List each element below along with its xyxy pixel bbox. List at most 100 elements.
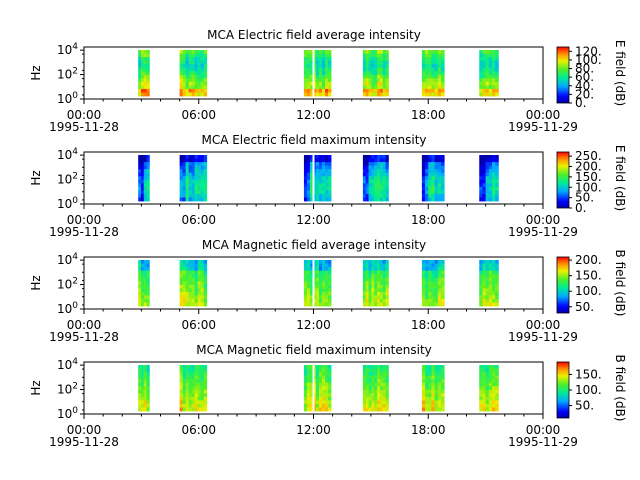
spectrogram-panel-1: MCA Electric field average intensity Hz 10… xyxy=(29,28,627,134)
x-tick-label: 18:00 xyxy=(411,318,446,332)
colorbar-label: B field (dB) xyxy=(613,355,627,422)
x-date-start: 1995-11-28 xyxy=(49,330,119,344)
spectrogram-block xyxy=(362,260,389,307)
colorbar-tick-label: 150. xyxy=(575,367,602,381)
spectrogram-block xyxy=(138,260,150,307)
spectrogram-block xyxy=(421,50,445,97)
colorbar-tick-label: 200. xyxy=(575,253,602,267)
spectrogram-block xyxy=(421,155,445,202)
spectrogram-block xyxy=(303,155,332,202)
x-tick-label: 12:00 xyxy=(296,423,331,437)
y-tick-label: 102 xyxy=(57,67,78,82)
x-tick-label: 00:00 xyxy=(67,108,102,122)
y-tick-label: 100 xyxy=(57,91,78,106)
x-tick-label: 06:00 xyxy=(181,213,216,227)
colorbar-label: E field (dB) xyxy=(613,40,627,106)
y-axis-label: Hz xyxy=(29,170,43,185)
x-tick-label: 00:00 xyxy=(526,318,561,332)
spectrogram-block xyxy=(138,155,150,202)
spectrogram-block xyxy=(138,50,150,97)
y-tick-label: 104 xyxy=(57,357,78,372)
x-tick-label: 18:00 xyxy=(411,213,446,227)
colorbar-tick-label: 200. xyxy=(575,160,602,174)
y-tick-label: 104 xyxy=(57,42,78,57)
x-tick-label: 00:00 xyxy=(67,318,102,332)
panel-title: MCA Electric field maximum intensity xyxy=(201,133,426,147)
x-tick-label: 06:00 xyxy=(181,108,216,122)
y-tick-label: 100 xyxy=(57,196,78,211)
panel-title: MCA Magnetic field average intensity xyxy=(202,238,426,252)
colorbar-tick-label: 100. xyxy=(575,383,602,397)
colorbar-tick-label: 100. xyxy=(575,53,602,67)
colorbar-tick-label: 80. xyxy=(575,62,594,76)
x-date-end: 1995-11-29 xyxy=(508,225,578,239)
x-date-end: 1995-11-29 xyxy=(508,330,578,344)
colorbar: 150. 100. 50. B field (dB) xyxy=(556,355,627,422)
spectrogram-block xyxy=(303,260,332,307)
y-tick-label: 104 xyxy=(57,252,78,267)
colorbar-tick-label: 150. xyxy=(575,269,602,283)
x-tick-label: 12:00 xyxy=(296,213,331,227)
spectrogram-block xyxy=(421,260,445,307)
spectrogram-panel-2: MCA Electric field maximum intensity Hz 10… xyxy=(29,133,627,239)
colorbar-tick-label: 100. xyxy=(575,180,602,194)
colorbar-label: E field (dB) xyxy=(613,145,627,211)
x-tick-label: 00:00 xyxy=(526,213,561,227)
colorbar-tick-label: 20. xyxy=(575,87,594,101)
y-tick-label: 102 xyxy=(57,382,78,397)
x-tick-label: 00:00 xyxy=(526,108,561,122)
spectrogram-block xyxy=(179,155,208,202)
spectrogram-block xyxy=(179,365,208,412)
x-tick-label: 00:00 xyxy=(526,423,561,437)
panel-title: MCA Magnetic field maximum intensity xyxy=(196,343,432,357)
spectrogram-panel-4: MCA Magnetic field maximum intensity Hz 10… xyxy=(29,343,627,449)
y-tick-label: 100 xyxy=(57,301,78,316)
x-date-start: 1995-11-28 xyxy=(49,225,119,239)
colorbar-tick-label: 100. xyxy=(575,284,602,298)
x-tick-label: 00:00 xyxy=(67,423,102,437)
x-tick-label: 00:00 xyxy=(67,213,102,227)
colorbar-tick-label: 120. xyxy=(575,44,602,58)
panel-title: MCA Electric field average intensity xyxy=(207,28,421,42)
colorbar: 120.100.80.60.40.20.0. E field (dB) xyxy=(556,40,627,110)
y-axis-label: Hz xyxy=(29,380,43,395)
x-tick-label: 18:00 xyxy=(411,108,446,122)
colorbar-tick-label: 150. xyxy=(575,170,602,184)
spectrogram-block xyxy=(179,260,208,307)
colorbar-tick-label: 50. xyxy=(575,191,594,205)
spectrogram-block xyxy=(479,50,499,97)
colorbar: 200. 150.100. 50. B field (dB) xyxy=(556,250,627,316)
y-tick-label: 104 xyxy=(57,147,78,162)
y-axis-label: Hz xyxy=(29,275,43,290)
x-tick-label: 06:00 xyxy=(181,318,216,332)
spectrogram-block xyxy=(303,50,332,97)
x-date-start: 1995-11-28 xyxy=(49,435,119,449)
y-tick-label: 102 xyxy=(57,277,78,292)
spectrogram-block xyxy=(479,155,499,202)
colorbar-tick-label: 0. xyxy=(575,96,586,110)
x-tick-label: 18:00 xyxy=(411,423,446,437)
y-tick-label: 100 xyxy=(57,406,78,421)
colorbar-tick-label: 50. xyxy=(575,300,594,314)
x-tick-label: 12:00 xyxy=(296,108,331,122)
spectrogram-block xyxy=(303,365,332,412)
spectrogram-block xyxy=(362,50,389,97)
colorbar-tick-label: 0. xyxy=(575,201,586,215)
x-date-start: 1995-11-28 xyxy=(49,120,119,134)
spectrogram-block xyxy=(362,155,389,202)
spectrogram-block xyxy=(138,365,150,412)
spectrogram-block xyxy=(421,365,445,412)
x-tick-label: 06:00 xyxy=(181,423,216,437)
colorbar-tick-label: 50. xyxy=(575,399,594,413)
y-axis-label: Hz xyxy=(29,65,43,80)
colorbar-tick-label: 60. xyxy=(575,70,594,84)
colorbar-tick-label: 250. xyxy=(575,149,602,163)
colorbar-tick-label: 40. xyxy=(575,79,594,93)
x-date-end: 1995-11-29 xyxy=(508,120,578,134)
spectrogram-block xyxy=(479,260,499,307)
spectrogram-block xyxy=(479,365,499,412)
spectrogram-panel-3: MCA Magnetic field average intensity Hz 10… xyxy=(29,238,627,344)
x-date-end: 1995-11-29 xyxy=(508,435,578,449)
spectrogram-block xyxy=(179,50,208,97)
